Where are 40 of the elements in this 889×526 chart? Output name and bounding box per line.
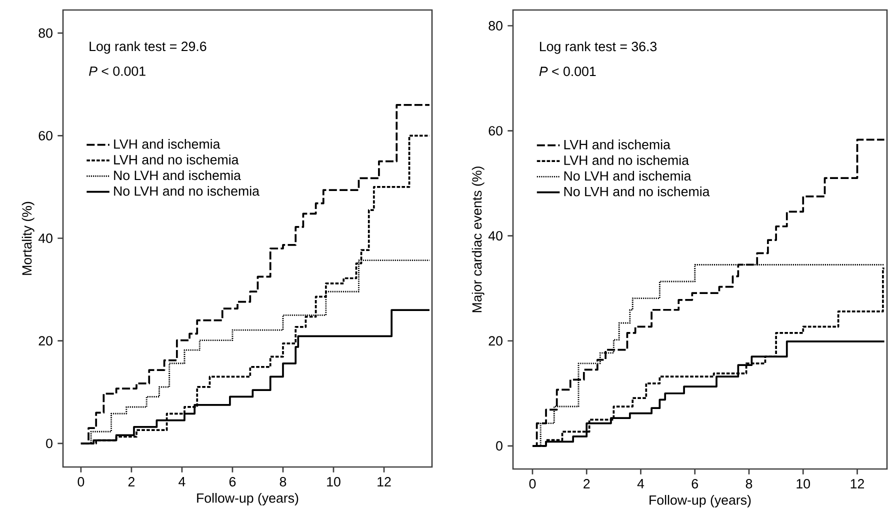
x-axis-title: Follow-up (years)	[197, 492, 298, 506]
x-tick-label: 10	[796, 479, 810, 488]
x-axis-title: Follow-up (years)	[650, 494, 751, 508]
x-tick-label: 12	[850, 479, 864, 488]
legend-label: LVH and ischemia	[114, 138, 220, 149]
y-tick-label: 80	[38, 28, 52, 38]
x-tick-label: 6	[229, 477, 236, 486]
y-tick-label: 60	[38, 130, 52, 140]
x-tick-label: 2	[584, 479, 590, 488]
y-tick-label: 0	[496, 441, 502, 451]
legend-label: LVH and no ischemia	[564, 155, 689, 165]
y-axis-title: Mortality (%)	[22, 202, 34, 275]
legend-label: LVH and no ischemia	[114, 154, 239, 164]
y-tick-label: 80	[488, 21, 502, 30]
legend-label: No LVH and ischemia	[114, 170, 241, 180]
x-tick-label: 0	[529, 479, 536, 488]
annotation: P < 0.001	[539, 66, 596, 76]
y-axis-title: Major cardiac events (%)	[472, 166, 484, 312]
y-tick-label: 60	[488, 126, 502, 136]
x-tick-label: 8	[746, 479, 752, 488]
x-tick-label: 4	[637, 479, 644, 488]
x-tick-label: 12	[378, 477, 391, 486]
legend-label: No LVH and no ischemia	[114, 186, 260, 196]
annotation: Log rank test = 29.6	[90, 41, 206, 54]
x-tick-label: 10	[327, 477, 340, 486]
legend-label: No LVH and ischemia	[564, 170, 692, 181]
x-tick-label: 6	[692, 479, 698, 488]
x-tick-label: 8	[280, 477, 286, 486]
legend-label: No LVH and no ischemia	[564, 186, 710, 196]
annotation: P < 0.001	[89, 66, 146, 76]
y-tick-label: 40	[38, 234, 52, 243]
annotation: Log rank test = 36.3	[540, 41, 657, 54]
x-tick-label: 4	[178, 477, 186, 486]
y-tick-label: 20	[38, 336, 52, 346]
x-tick-label: 0	[78, 477, 84, 486]
y-tick-label: 40	[488, 231, 502, 241]
x-tick-label: 2	[128, 477, 134, 486]
y-tick-label: 0	[46, 438, 52, 448]
y-tick-label: 20	[488, 336, 502, 346]
legend-label: LVH and ischemia	[564, 140, 670, 150]
